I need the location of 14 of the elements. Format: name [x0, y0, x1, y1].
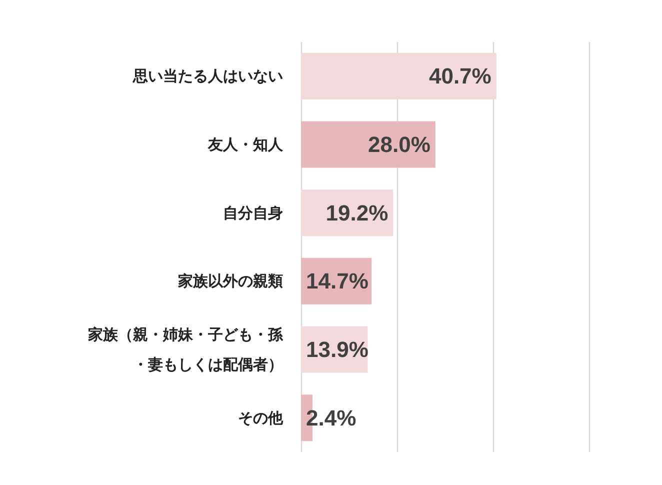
bar	[301, 121, 436, 168]
y-tick-label: 家族（親・姉妹・子ども・孫・妻もしくは配偶者）	[87, 326, 284, 374]
data-label: 40.7%	[428, 64, 492, 89]
y-tick-label: 家族以外の親類	[177, 272, 283, 290]
data-label: 13.9%	[306, 337, 368, 362]
y-tick-label: その他	[238, 408, 284, 427]
y-tick-label: 思い当たる人はいない	[132, 67, 283, 86]
data-label: 2.4%	[306, 405, 356, 430]
data-label: 14.7%	[306, 268, 368, 294]
y-tick-label: 友人・知人	[207, 136, 284, 154]
bar	[301, 52, 496, 100]
data-label: 19.2%	[326, 200, 388, 226]
data-label: 28.0%	[368, 132, 430, 157]
y-tick-label: 自分自身	[223, 204, 283, 222]
